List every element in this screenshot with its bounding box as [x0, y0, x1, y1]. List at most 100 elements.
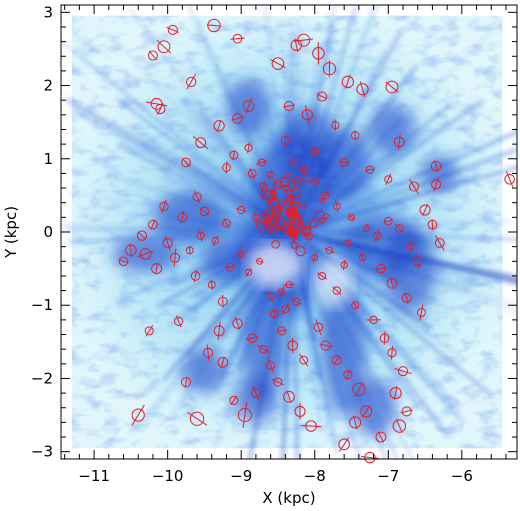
- star-marker: [296, 221, 304, 228]
- star-marker-bar: [434, 235, 445, 251]
- star-marker-bar: [166, 26, 180, 33]
- star-marker-circle: [332, 286, 341, 295]
- star-marker-bar: [225, 266, 235, 269]
- star-marker-circle: [259, 344, 268, 354]
- star-marker: [358, 253, 367, 263]
- star-marker: [277, 326, 287, 336]
- star-marker-circle: [356, 83, 369, 96]
- star-marker-circle: [434, 238, 445, 248]
- star-marker-circle: [213, 325, 225, 337]
- star-marker-circle: [292, 214, 303, 225]
- star-marker-bar: [225, 161, 228, 174]
- star-marker-bar: [212, 235, 219, 247]
- star-marker-bar: [145, 325, 154, 337]
- star-marker: [352, 381, 366, 397]
- star-marker-bar: [317, 272, 328, 280]
- star-markers: [118, 18, 515, 464]
- star-marker-bar: [364, 224, 368, 233]
- star-marker: [427, 219, 438, 231]
- star-marker-circle: [286, 220, 294, 228]
- star-marker: [222, 161, 231, 174]
- star-marker: [394, 366, 412, 377]
- star-marker-circle: [344, 239, 352, 247]
- star-marker-circle: [247, 169, 257, 178]
- star-marker: [349, 415, 362, 430]
- star-marker: [206, 18, 221, 33]
- star-marker-bar: [206, 24, 221, 27]
- star-marker-circle: [289, 187, 301, 199]
- star-marker-bar: [137, 231, 147, 240]
- star-marker: [364, 165, 375, 174]
- star-marker-circle: [174, 316, 184, 326]
- star-marker: [324, 246, 335, 254]
- star-marker-bar: [270, 59, 286, 69]
- star-marker: [290, 297, 303, 306]
- star-marker-circle: [300, 166, 308, 174]
- star-marker: [383, 216, 394, 226]
- star-marker: [385, 80, 399, 94]
- star-marker-circle: [232, 113, 243, 124]
- star-marker: [231, 113, 244, 124]
- star-marker-circle: [430, 160, 442, 172]
- star-marker-circle: [292, 297, 301, 306]
- star-marker-circle: [195, 137, 207, 149]
- star-marker-bar: [269, 170, 273, 180]
- star-marker-bar: [394, 368, 412, 375]
- star-marker-circle: [301, 176, 307, 183]
- star-marker-circle: [271, 57, 285, 70]
- star-marker-bar: [431, 219, 434, 231]
- star-marker: [413, 254, 423, 269]
- star-marker: [190, 269, 201, 283]
- star-marker-bar: [334, 119, 337, 131]
- star-marker-circle: [211, 237, 220, 245]
- star-marker-circle: [311, 254, 319, 262]
- star-marker: [229, 395, 239, 406]
- star-marker-bar: [273, 308, 276, 320]
- star-marker: [232, 317, 243, 330]
- star-marker-circle: [351, 301, 360, 310]
- y-tick-label: −2: [31, 369, 53, 387]
- star-marker-bar: [217, 321, 221, 341]
- star-marker-bar: [342, 259, 346, 270]
- star-marker-circle: [180, 377, 192, 388]
- star-marker-bar: [283, 283, 295, 286]
- star-marker-circle: [266, 292, 275, 301]
- star-marker: [244, 267, 253, 277]
- star-marker-bar: [239, 249, 244, 259]
- star-marker-bar: [352, 415, 358, 430]
- star-marker-circle: [144, 326, 154, 336]
- star-marker: [181, 157, 191, 168]
- star-marker-bar: [416, 254, 420, 269]
- star-marker-circle: [313, 322, 324, 332]
- star-marker-circle: [372, 231, 382, 240]
- star-marker: [317, 271, 328, 280]
- local-cavity: [313, 259, 354, 308]
- star-marker-circle: [310, 178, 319, 187]
- star-marker-circle: [283, 390, 295, 403]
- star-marker-bar: [332, 286, 342, 295]
- star-marker-circle: [155, 103, 166, 115]
- star-marker: [504, 171, 515, 188]
- star-marker-circle: [389, 387, 402, 400]
- star-marker-circle: [272, 179, 283, 190]
- star-marker: [430, 160, 442, 172]
- star-marker: [162, 235, 173, 251]
- star-marker-circle: [401, 406, 412, 417]
- star-marker-bar: [271, 378, 285, 386]
- star-marker-circle: [222, 218, 231, 228]
- star-marker-bar: [164, 235, 171, 251]
- star-marker: [155, 103, 166, 115]
- y-tick-label: −3: [31, 443, 53, 461]
- star-marker-circle: [288, 204, 296, 212]
- x-axis-label: X (kpc): [262, 489, 315, 507]
- star-marker-circle: [408, 181, 420, 192]
- star-marker: [311, 252, 319, 264]
- star-marker-circle: [229, 395, 239, 406]
- star-marker: [406, 241, 415, 252]
- star-marker: [299, 353, 309, 367]
- star-marker-circle: [397, 366, 409, 377]
- star-marker-bar: [333, 355, 340, 366]
- star-marker: [331, 355, 342, 366]
- star-marker-circle: [259, 182, 268, 191]
- star-marker-circle: [162, 237, 173, 249]
